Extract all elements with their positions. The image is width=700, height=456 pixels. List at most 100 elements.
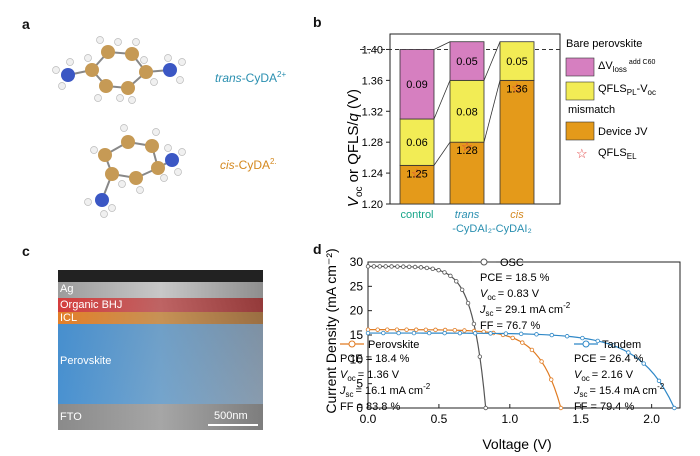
- legend-qfls-pl: QFLSPL-Voc: [598, 83, 656, 97]
- jv-point: [396, 330, 401, 336]
- legend-qfls-el: QFLSEL: [598, 147, 637, 161]
- jv-point: [414, 327, 419, 332]
- perovskite-jsc: Jsc = 16.1 mA cm-2: [339, 382, 431, 399]
- b-category-label: control: [400, 209, 433, 221]
- jv-point: [610, 343, 616, 348]
- jv-point: [626, 350, 631, 355]
- jv-point: [394, 327, 400, 332]
- jv-point: [389, 264, 394, 269]
- b-ytick-label: 1.24: [362, 168, 383, 180]
- legend-bare-perovskite: Bare perovskite: [566, 38, 642, 50]
- d-ytick-label: 30: [350, 255, 364, 269]
- b-connector-line: [483, 41, 501, 81]
- d-ytick-label: 25: [350, 279, 364, 293]
- b-qfls-el-star: ☆: [411, 166, 423, 181]
- tandem-jsc: Jsc = 15.4 mA cm-2: [573, 382, 665, 399]
- osc-voc: Voc = 0.83 V: [480, 288, 540, 302]
- jv-point: [462, 328, 467, 333]
- perovskite-annotation: Perovskite PCE = 18.4 % Voc = 1.36 V Jsc =…: [339, 339, 431, 413]
- voc-qfls-chart: 1.20 1.24 1.28 1.32 1.36 1.40 ☆ ☆ ☆ 1.25 0.06 0.0…: [345, 33, 656, 235]
- jv-point: [433, 327, 438, 333]
- sem-cross-section-image: Ag Organic BHJ ICL Perovskite FTO 500nm: [58, 270, 263, 430]
- osc-pce: PCE = 18.5 %: [480, 272, 550, 284]
- jv-point: [371, 264, 377, 269]
- b-connector-line: [483, 80, 501, 143]
- tandem-annotation: Tandem PCE = 26.4 % Voc = 2.16 V Jsc = 15.…: [573, 339, 665, 413]
- d-xtick-label: 1.5: [572, 412, 589, 426]
- perovskite-ff: FF = 83.8 %: [340, 401, 400, 413]
- perovskite-voc: Voc = 1.36 V: [340, 369, 400, 383]
- jv-point: [534, 332, 539, 337]
- panel-letter-d: d: [313, 241, 322, 257]
- jv-point: [595, 338, 600, 344]
- b-bar-segment: [499, 41, 535, 81]
- jv-point: [459, 287, 465, 292]
- d-xtick-label: 0.5: [431, 412, 448, 426]
- b-category-label: trans: [455, 209, 480, 221]
- legend-swatch-device-jv: [565, 121, 595, 141]
- jv-point: [377, 264, 382, 269]
- jv-point: [529, 347, 535, 353]
- jv-point: [383, 264, 388, 269]
- jv-point: [411, 330, 417, 336]
- jv-point: [375, 327, 380, 332]
- sem-ag-layer: [58, 282, 263, 298]
- b-category-label: cis: [510, 209, 524, 221]
- sem-label-perovskite: Perovskite: [60, 355, 112, 367]
- b-segment-label: 1.36: [506, 83, 527, 95]
- legend-delta-v: ΔVlossadd C60: [598, 59, 655, 74]
- d-xtick-label: 1.0: [501, 412, 518, 426]
- jv-point: [452, 327, 457, 333]
- b-connector-line: [433, 80, 451, 120]
- panel-letter-c: c: [22, 243, 30, 259]
- sem-label-bhj: Organic BHJ: [60, 299, 123, 311]
- sem-top-dark: [58, 270, 263, 282]
- sem-label-fto: FTO: [60, 411, 82, 423]
- jv-point: [381, 330, 386, 336]
- d-x-axis-title: Voltage (V): [482, 436, 551, 452]
- jv-point: [427, 330, 432, 336]
- sem-icl-layer: [58, 312, 263, 324]
- b-bar-segment: [499, 79, 535, 205]
- jv-point: [518, 331, 524, 337]
- osc-ff: FF = 76.7 %: [480, 320, 540, 332]
- sem-label-icl: ICL: [60, 312, 78, 324]
- jv-point: [442, 270, 447, 275]
- sem-bhj-layer: [58, 298, 263, 312]
- b-segment-label: 1.28: [456, 145, 477, 157]
- jv-point: [424, 265, 430, 271]
- sem-label-ag: Ag: [60, 283, 74, 295]
- jv-point: [365, 264, 371, 269]
- jv-point: [558, 405, 564, 411]
- b-segment-label: 0.08: [456, 106, 477, 118]
- cis-cyda-molecule: [84, 124, 186, 218]
- sem-scale-bar-label: 500nm: [214, 410, 248, 422]
- b-connector-line: [433, 41, 451, 50]
- jv-point: [488, 331, 493, 336]
- jv-point: [520, 340, 525, 345]
- panel-letter-b: b: [313, 14, 322, 30]
- b-legend: Bare perovskite ΔVlossadd C60 QFLSPL-Voc…: [565, 38, 656, 161]
- legend-swatch-mismatch: [565, 81, 595, 101]
- jv-point: [477, 354, 483, 359]
- legend-device-jv: Device JV: [598, 126, 648, 138]
- jv-point: [510, 335, 515, 341]
- jv-point: [641, 361, 646, 366]
- panel-letter-a: a: [22, 16, 30, 32]
- d-annotations: OSC PCE = 18.5 % Voc = 0.83 V Jsc = 29.1 m…: [339, 257, 665, 413]
- b-bar-segment: [449, 141, 485, 205]
- perovskite-legend: Perovskite: [368, 339, 419, 351]
- b-ytick-label: 1.20: [362, 199, 383, 211]
- b-segment-label: 0.06: [406, 137, 427, 149]
- trans-atoms: [52, 36, 186, 104]
- b-connector-line: [433, 141, 451, 166]
- d-xtick-label: 2.0: [643, 412, 660, 426]
- b-y-axis-title: Voc or QFLS/q (V): [345, 89, 365, 207]
- jv-point: [656, 378, 662, 384]
- trans-cyda-molecule: [52, 36, 186, 104]
- tandem-legend: Tandem: [602, 339, 641, 351]
- jv-point: [448, 273, 453, 279]
- jv-point: [423, 327, 429, 332]
- legend-star-icon: ☆: [576, 146, 588, 161]
